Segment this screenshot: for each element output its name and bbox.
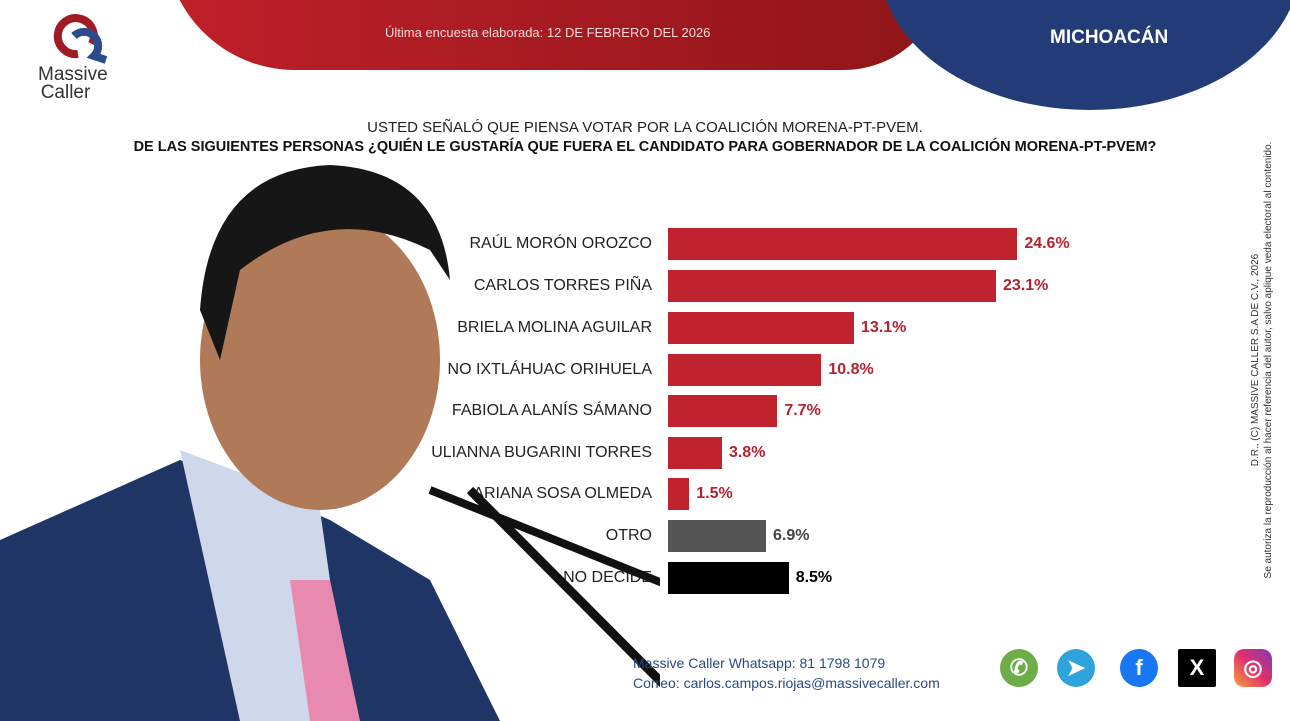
contact-info: Massive Caller Whatsapp: 81 1798 1079 Co…	[633, 653, 940, 693]
whatsapp-icon[interactable]: ✆	[1000, 649, 1038, 687]
email-contact[interactable]: Correo: carlos.campos.riojas@massivecall…	[633, 675, 940, 691]
bar	[668, 228, 1018, 260]
category-label: FABIOLA ALANÍS SÁMANO	[451, 402, 652, 419]
x-icon[interactable]: X	[1178, 649, 1216, 687]
data-label: 23.1%	[1003, 277, 1049, 294]
logo-text: Massive Caller	[38, 64, 108, 103]
category-label: CARLOS TORRES PIÑA	[473, 277, 652, 294]
data-label: 6.9%	[772, 527, 810, 544]
whatsapp-contact[interactable]: Massive Caller Whatsapp: 81 1798 1079	[633, 655, 886, 671]
bar	[668, 354, 822, 386]
question-intro: USTED SEÑALÓ QUE PIENSA VOTAR POR LA COA…	[367, 119, 923, 136]
facebook-icon[interactable]: f	[1120, 649, 1158, 687]
category-label: ARIANA SOSA OLMEDA	[473, 485, 652, 502]
header-blue-band	[880, 0, 1290, 110]
bar	[668, 395, 778, 427]
bar	[668, 437, 722, 469]
data-label: 7.7%	[784, 402, 821, 419]
legal-line-1: D.R., (C) MASSIVE CALLER S.A DE C.V., 20…	[1250, 253, 1261, 467]
category-label: NO IXTLÁHUAC ORIHUELA	[447, 361, 652, 378]
state-name: MICHOACÁN	[1050, 27, 1169, 48]
legal-notice: D.R., (C) MASSIVE CALLER S.A DE C.V., 20…	[1249, 142, 1275, 579]
telegram-icon[interactable]: ➤	[1057, 649, 1095, 687]
legal-line-2: Se autoriza la reproducción al hacer ref…	[1263, 141, 1274, 579]
data-label: 24.6%	[1024, 235, 1070, 252]
candidate-photo	[0, 165, 660, 721]
data-label: 10.8%	[828, 361, 874, 378]
instagram-icon[interactable]: ◎	[1234, 649, 1272, 687]
category-label: BRIELA MOLINA AGUILAR	[457, 319, 652, 336]
data-label: 13.1%	[861, 319, 907, 336]
bar	[668, 270, 997, 302]
question-main: DE LAS SIGUIENTES PERSONAS ¿QUIÉN LE GUS…	[133, 139, 1157, 155]
category-label: OTRO	[605, 527, 652, 544]
category-label: RAÚL MORÓN OROZCO	[469, 235, 652, 252]
category-label: ULIANNA BUGARINI TORRES	[431, 444, 652, 461]
data-label: 1.5%	[696, 485, 733, 502]
logo-icon	[53, 14, 108, 64]
bar	[668, 312, 855, 344]
bar	[668, 478, 690, 510]
survey-date: Última encuesta elaborada: 12 DE FEBRERO…	[385, 25, 711, 40]
data-label: 8.5%	[795, 569, 833, 586]
bar	[668, 520, 766, 552]
header-red-band	[165, 0, 945, 70]
data-label: 3.8%	[728, 444, 766, 461]
bar	[668, 562, 789, 594]
